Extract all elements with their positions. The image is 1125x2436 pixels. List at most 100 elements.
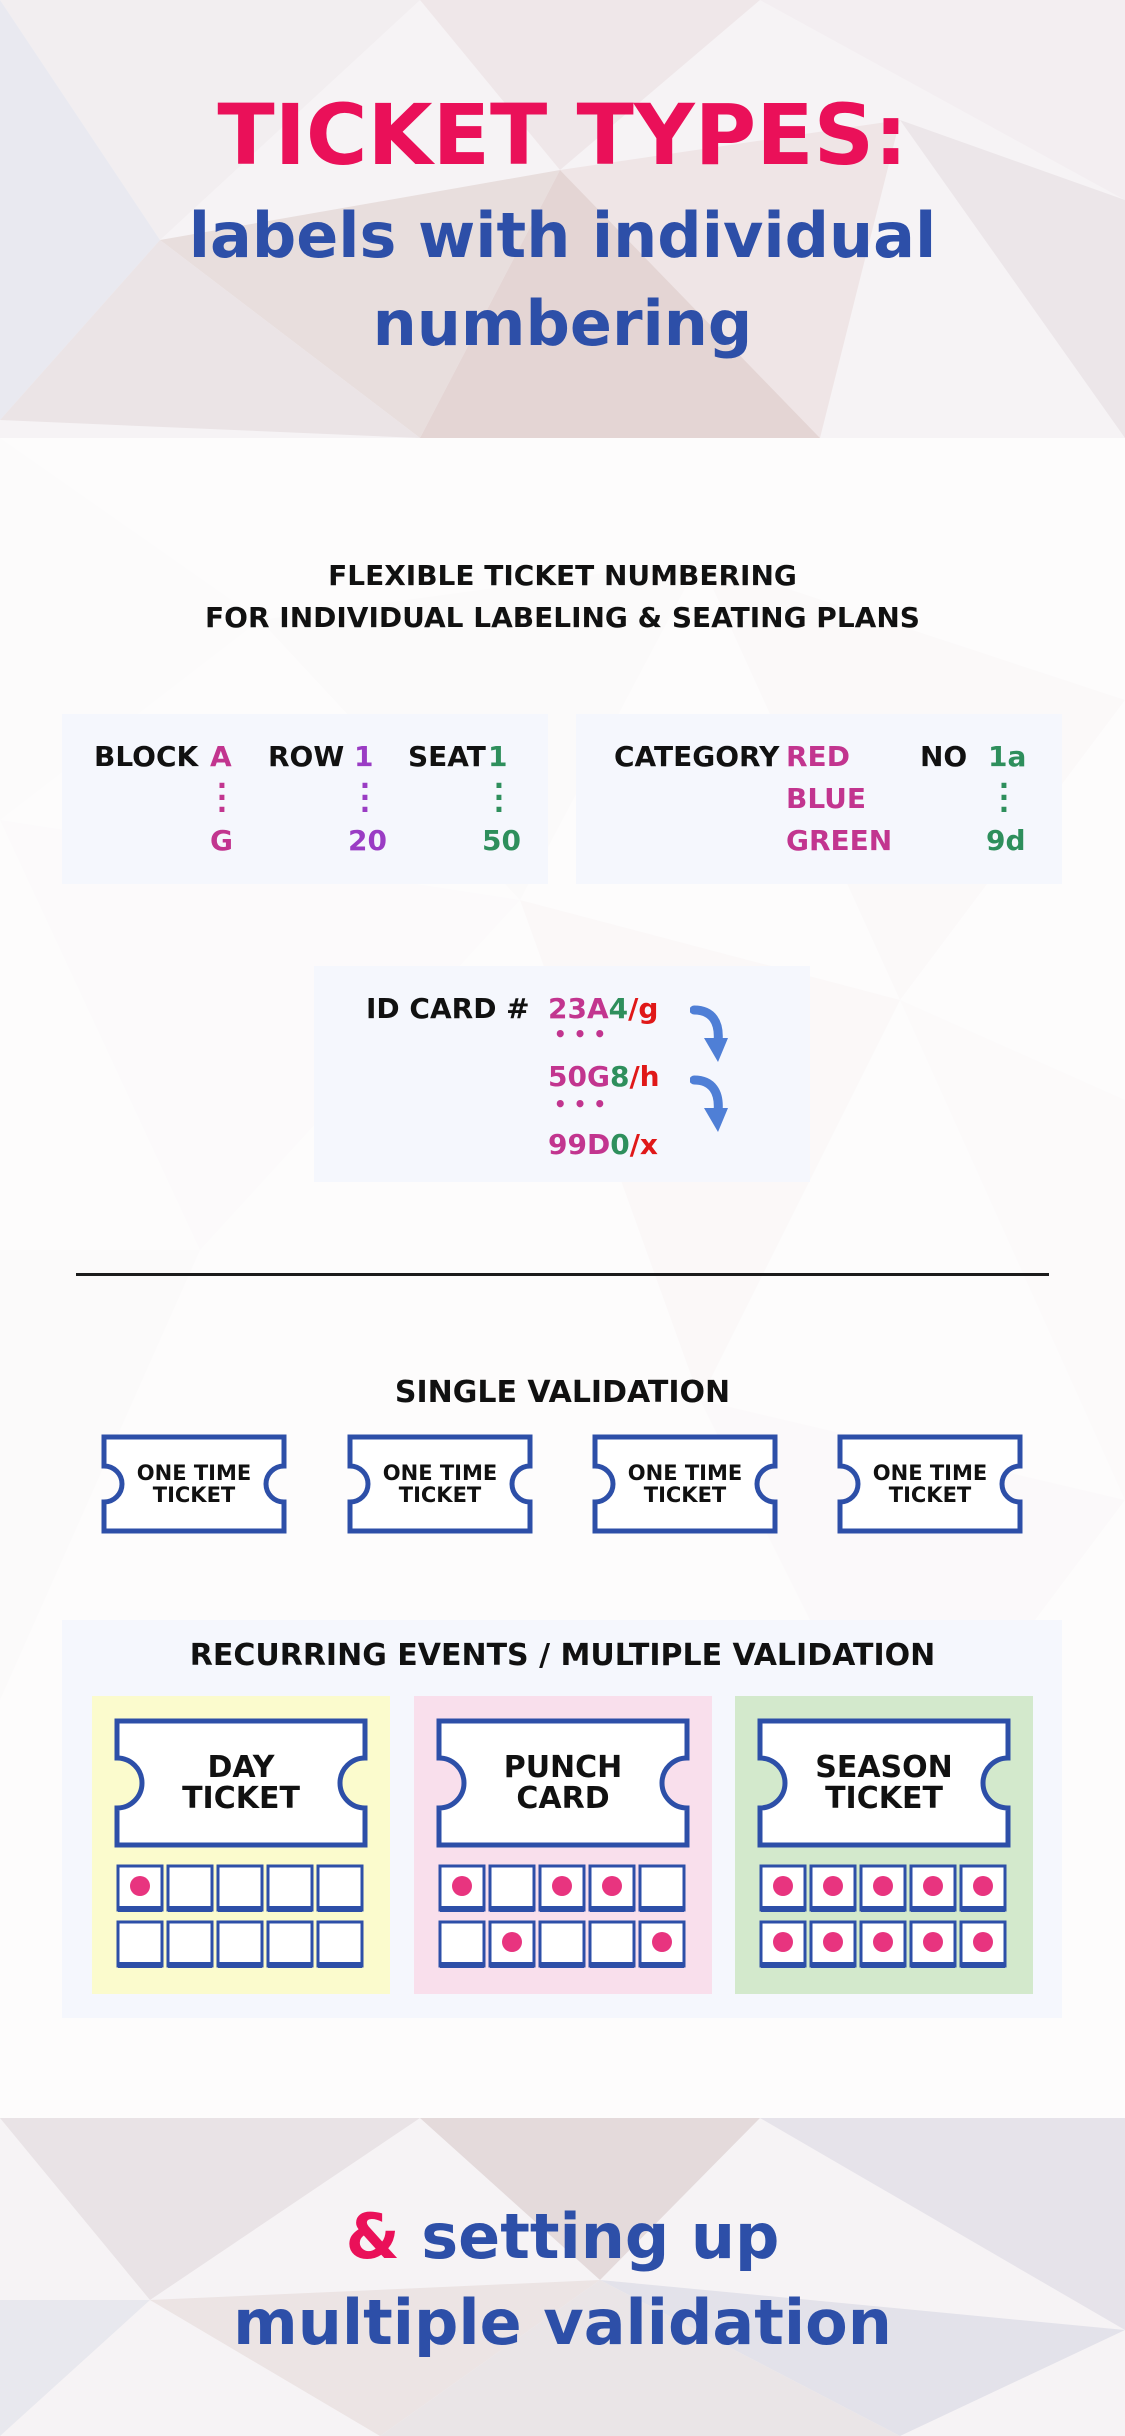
stamp-box-base: [490, 1962, 534, 1968]
stamp-box: [488, 1864, 536, 1912]
stamp-box: [588, 1920, 636, 1968]
ticket-outline-icon: [347, 1434, 533, 1534]
stamp-box-base: [218, 1906, 262, 1912]
category-blue: BLUE: [786, 782, 867, 815]
numbering-heading-line-1: FLEXIBLE TICKET NUMBERING: [328, 559, 797, 592]
numbering-heading-line-2: FOR INDIVIDUAL LABELING & SEATING PLANS: [205, 601, 920, 634]
one-time-ticket: ONE TIME TICKET: [837, 1434, 1023, 1534]
stamp-box: [588, 1864, 636, 1912]
one-time-ticket: ONE TIME TICKET: [347, 1434, 533, 1534]
ticket-label: ONE TIME TICKET: [627, 1461, 743, 1507]
id-code-1: 23A4/g: [548, 992, 658, 1025]
stamp-box-base: [961, 1962, 1005, 1968]
punch-mark: [502, 1932, 522, 1952]
stamp-box: [538, 1920, 586, 1968]
stamp-box: [266, 1864, 314, 1912]
single-validation-heading: SINGLE VALIDATION: [394, 1375, 731, 1410]
stamp-box-base: [168, 1962, 212, 1968]
stamp-box-base: [961, 1906, 1005, 1912]
stamp-grid: [759, 1864, 1007, 1968]
stamp-box-base: [811, 1962, 855, 1968]
punch-mark: [452, 1876, 472, 1896]
id-code-3-part-a: 99D: [548, 1128, 611, 1161]
id-code-3-part-b: 0: [610, 1128, 630, 1161]
recurring-heading: RECURRING EVENTS / MULTIPLE VALIDATION: [189, 1638, 936, 1673]
ticket-outline-icon: [114, 1718, 368, 1848]
category-red: RED: [786, 740, 850, 773]
curved-arrow-icon: [690, 1075, 728, 1132]
ticket-label: DAY TICKET: [182, 1750, 300, 1816]
ticket-outline-icon: [101, 1434, 287, 1534]
stamp-grid: [438, 1864, 686, 1968]
punch-mark: [823, 1876, 843, 1896]
stamp-box-base: [761, 1906, 805, 1912]
punch-mark: [873, 1876, 893, 1896]
ticket-outline-icon: [592, 1434, 778, 1534]
ticket-outline-icon: [757, 1718, 1011, 1848]
stamp-box: [216, 1920, 264, 1968]
punch-mark: [773, 1876, 793, 1896]
stamp-box-base: [640, 1906, 684, 1912]
stamp-box-base: [218, 1962, 262, 1968]
no-last: 9d: [986, 824, 1026, 857]
category-green: GREEN: [786, 824, 893, 857]
stamp-box-base: [590, 1962, 634, 1968]
ticket-label: ONE TIME TICKET: [382, 1461, 498, 1507]
stamp-box-base: [440, 1906, 484, 1912]
punch-mark: [973, 1932, 993, 1952]
seat-label: SEAT: [408, 740, 486, 773]
punch-mark: [552, 1876, 572, 1896]
stamp-box-base: [490, 1906, 534, 1912]
id-code-3-part-c: /x: [629, 1128, 658, 1161]
seat-first: 1: [488, 740, 508, 773]
one-time-ticket: ONE TIME TICKET: [592, 1434, 778, 1534]
stamp-box: [438, 1920, 486, 1968]
stamp-box-base: [118, 1962, 162, 1968]
stamp-box-base: [911, 1906, 955, 1912]
seat-last: 50: [482, 824, 521, 857]
season-ticket: SEASON TICKET: [757, 1718, 1011, 1848]
stamp-box-base: [811, 1906, 855, 1912]
punch-mark: [652, 1932, 672, 1952]
day-ticket-card: DAY TICKET: [92, 1696, 390, 1994]
stamp-box-base: [540, 1962, 584, 1968]
id-code-2-part-a: 50G: [548, 1060, 610, 1093]
id-code-2: 50G8/h: [548, 1060, 660, 1093]
id-code-2-part-b: 8: [609, 1060, 630, 1093]
punch-mark: [130, 1876, 150, 1896]
ticket-label: PUNCH CARD: [503, 1750, 623, 1816]
day-ticket: DAY TICKET: [114, 1718, 368, 1848]
id-card-label: ID CARD #: [366, 992, 530, 1025]
footer-ampersand: &: [345, 2200, 400, 2273]
stamp-grid: [116, 1864, 364, 1968]
stamp-box-base: [590, 1906, 634, 1912]
numbering-heading: FLEXIBLE TICKET NUMBERING FOR INDIVIDUAL…: [0, 555, 1125, 639]
no-ellipsis: · · ·: [998, 769, 1010, 826]
footer-line-1: & setting up: [0, 2194, 1125, 2280]
stamp-box-base: [640, 1962, 684, 1968]
stamp-box-base: [761, 1962, 805, 1968]
id-card-box: ID CARD # 23A4/g • • • 50G8/h • • • 99D0…: [314, 966, 810, 1182]
seat-ellipsis: · · ·: [493, 769, 505, 826]
row-first: 1: [354, 740, 374, 773]
stamp-box-base: [861, 1962, 905, 1968]
stamp-box-base: [268, 1906, 312, 1912]
punch-mark: [823, 1932, 843, 1952]
stamp-box-base: [268, 1962, 312, 1968]
punch-card-card: PUNCH CARD: [414, 1696, 712, 1994]
block-label: BLOCK: [94, 740, 199, 773]
season-ticket-card: SEASON TICKET: [735, 1696, 1033, 1994]
punch-mark: [873, 1932, 893, 1952]
ticket-outline-icon: [436, 1718, 690, 1848]
stamp-box: [216, 1864, 264, 1912]
stamp-box-base: [168, 1906, 212, 1912]
stamp-box: [116, 1864, 164, 1912]
id-code-1-part-a: 23A: [548, 992, 609, 1025]
row-last: 20: [348, 824, 387, 857]
punch-mark: [923, 1876, 943, 1896]
subtitle-line-2: numbering: [372, 287, 753, 360]
stamp-box: [266, 1920, 314, 1968]
block-ellipsis: · · ·: [216, 769, 228, 826]
punch-mark: [973, 1876, 993, 1896]
ticket-label: SEASON TICKET: [815, 1750, 953, 1816]
